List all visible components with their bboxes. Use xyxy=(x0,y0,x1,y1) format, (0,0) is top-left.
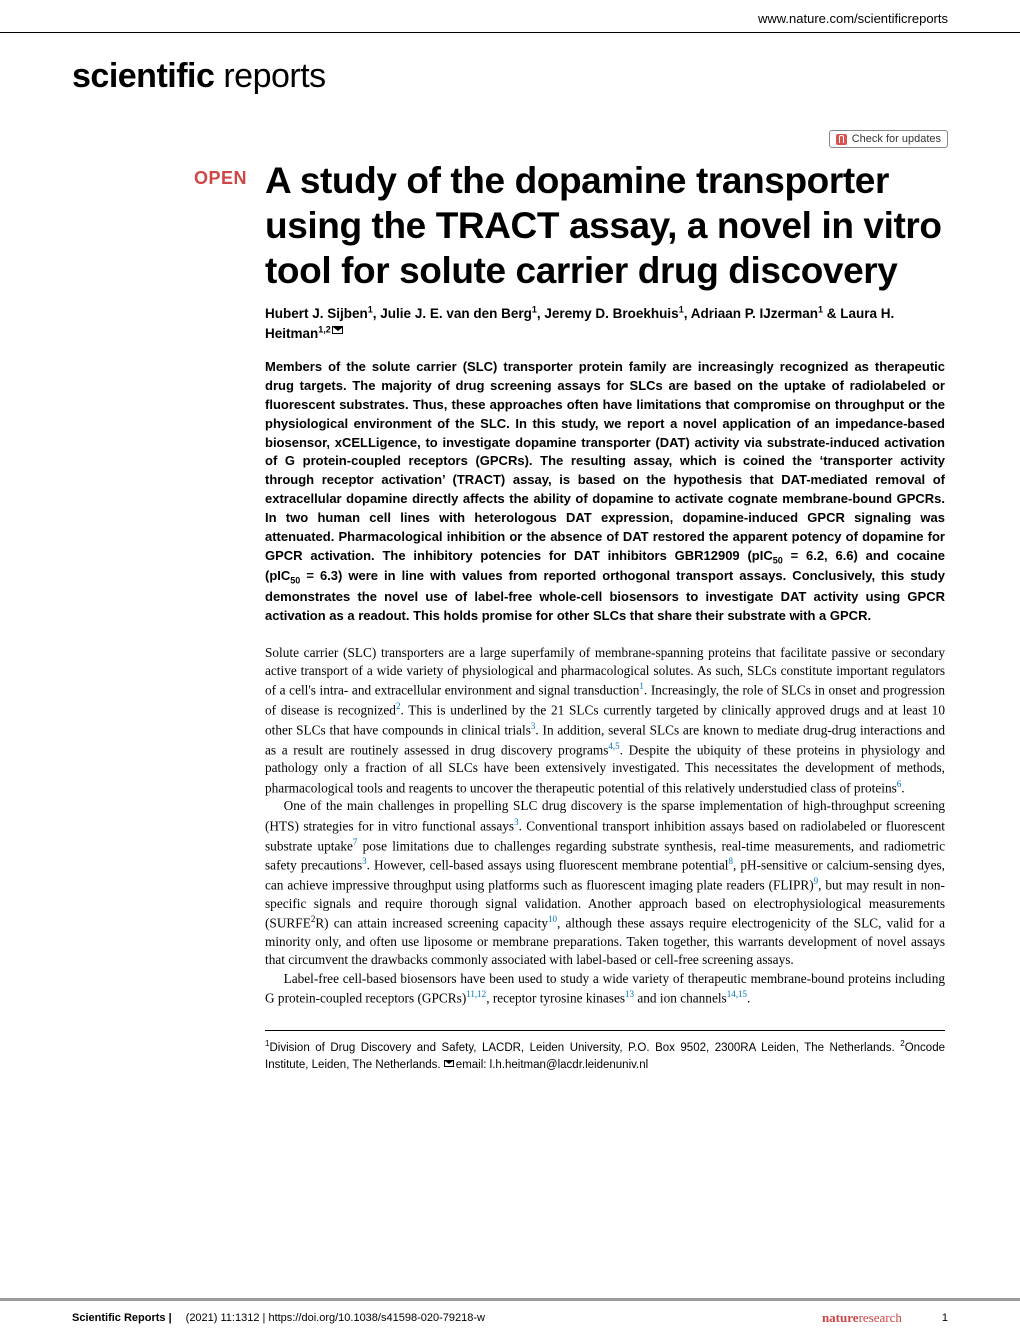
corresponding-author-icon xyxy=(332,326,343,334)
authors-text: Hubert J. Sijben1, Julie J. E. van den B… xyxy=(265,306,894,341)
content-grid: OPEN A study of the dopamine transporter… xyxy=(0,154,1020,1074)
cite-13[interactable]: 13 xyxy=(625,989,634,999)
cite-4-5[interactable]: 4,5 xyxy=(608,741,619,751)
email-label: email: xyxy=(456,1059,490,1071)
author-list: Hubert J. Sijben1, Julie J. E. van den B… xyxy=(265,303,945,344)
affiliations: 1Division of Drug Discovery and Safety, … xyxy=(265,1030,945,1074)
footer-journal: Scientific Reports | xyxy=(72,1312,172,1324)
body-p2: One of the main challenges in propelling… xyxy=(265,797,945,969)
site-link-bar: www.nature.com/scientificreports xyxy=(0,0,1020,33)
nature-research-brand: natureresearch xyxy=(822,1310,902,1326)
check-updates-button[interactable]: Check for updates xyxy=(829,130,948,148)
affil-1: Division of Drug Discovery and Safety, L… xyxy=(269,1042,900,1054)
cite-10[interactable]: 10 xyxy=(548,914,557,924)
footer-year-vol: (2021) 11:1312 xyxy=(186,1312,260,1324)
journal-logo-bold: scientific xyxy=(72,57,214,95)
footer-citation: (2021) 11:1312 | https://doi.org/10.1038… xyxy=(186,1312,485,1324)
cite-6[interactable]: 6 xyxy=(897,779,902,789)
cite-11-12[interactable]: 11,12 xyxy=(466,989,486,999)
check-updates-label: Check for updates xyxy=(852,133,941,145)
brand-bold: nature xyxy=(822,1310,859,1325)
article-main: A study of the dopamine transporter usin… xyxy=(265,158,945,1074)
body-p3: Label-free cell-based biosensors have be… xyxy=(265,970,945,1008)
journal-logo-light: reports xyxy=(214,57,325,95)
body-p1: Solute carrier (SLC) transporters are a … xyxy=(265,644,945,798)
site-link[interactable]: www.nature.com/scientificreports xyxy=(758,11,948,26)
abstract: Members of the solute carrier (SLC) tran… xyxy=(265,358,945,625)
updates-row: Check for updates xyxy=(0,102,1020,154)
brand-light: research xyxy=(859,1310,902,1325)
page-footer: Scientific Reports | (2021) 11:1312 | ht… xyxy=(0,1298,1020,1340)
footer-doi[interactable]: https://doi.org/10.1038/s41598-020-79218… xyxy=(268,1312,485,1324)
corresponding-email[interactable]: l.h.heitman@lacdr.leidenuniv.nl xyxy=(490,1059,649,1071)
journal-logo: scientific reports xyxy=(0,33,1020,102)
article-title: A study of the dopamine transporter usin… xyxy=(265,158,945,293)
email-icon xyxy=(444,1060,454,1067)
updates-icon xyxy=(836,134,847,145)
sidebar: OPEN xyxy=(72,158,247,1074)
cite-14-15[interactable]: 14,15 xyxy=(727,989,747,999)
page-number: 1 xyxy=(942,1312,948,1324)
open-access-badge: OPEN xyxy=(72,168,247,189)
